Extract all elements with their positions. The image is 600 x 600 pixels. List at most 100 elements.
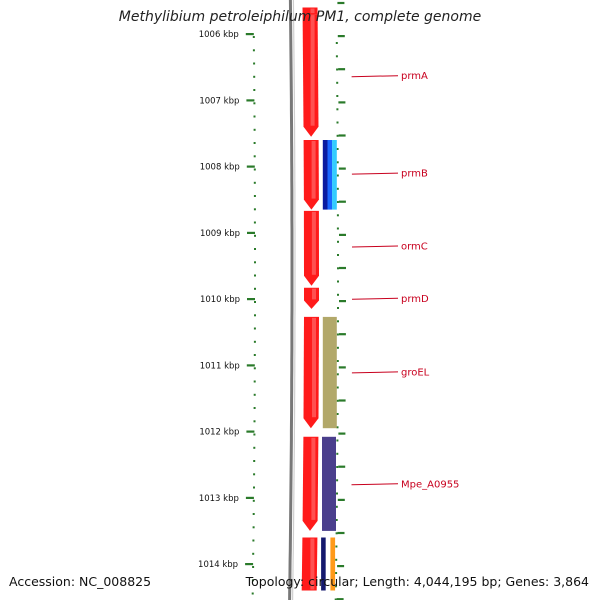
- gene-highlight: [311, 437, 316, 520]
- scale-dot: [252, 36, 255, 38]
- scale-dot: [253, 75, 256, 78]
- scale-dot: [335, 558, 338, 561]
- scale-dot: [253, 407, 256, 409]
- cog-block: [322, 316, 337, 429]
- gene-label: prmB: [401, 169, 428, 180]
- scale-dot: [336, 174, 339, 177]
- scale-dot: [335, 572, 338, 574]
- tick-labels: 1006 kbp 1007 kbp 1008 kbp 1009 kbp 1010 kbp…: [198, 30, 240, 570]
- scale-dot: [251, 579, 254, 582]
- minor-tick: [338, 333, 346, 336]
- right-dotted-scale: [334, 42, 339, 600]
- scale-dot: [254, 234, 256, 237]
- gene-prmA: [302, 14, 319, 137]
- scale-dot: [253, 89, 256, 91]
- scale-dot: [252, 552, 255, 555]
- minor-tick: [337, 1, 345, 5]
- scale-dot: [254, 314, 256, 317]
- tick-label: 1014 kbp: [198, 560, 238, 570]
- scale-dot: [336, 479, 339, 482]
- tick-label: 1007 kbp: [199, 96, 239, 106]
- scale-dot: [335, 42, 338, 44]
- cog-block: [322, 140, 328, 210]
- major-tick: [245, 33, 254, 36]
- scale-dot: [253, 340, 256, 343]
- scale-dot: [336, 399, 339, 402]
- scale-dot: [252, 526, 255, 529]
- scale-dot: [253, 473, 256, 476]
- scale-dot: [335, 532, 338, 535]
- scale-dot: [253, 367, 256, 370]
- scale-dot: [336, 81, 339, 84]
- scale-dot: [337, 293, 339, 296]
- tick-label: 1010 kbp: [200, 295, 240, 305]
- scale-dot: [336, 413, 339, 415]
- gene-label: prmA: [401, 71, 428, 82]
- scale-dot: [253, 380, 256, 383]
- scale-dot: [335, 505, 338, 508]
- scale-dot: [254, 287, 256, 290]
- backbone-inner: [292, 0, 296, 600]
- scale-dot: [337, 240, 339, 243]
- scale-dot: [336, 452, 339, 455]
- minor-tick: [339, 266, 346, 270]
- scale-dot: [253, 142, 256, 144]
- major-tick: [246, 430, 255, 433]
- scale-dot: [253, 115, 256, 118]
- cog-block: [325, 537, 331, 591]
- gene-label: prmD: [401, 294, 429, 305]
- tick-label: 1008 kbp: [200, 163, 240, 173]
- scale-dot: [253, 221, 256, 224]
- scale-dot: [337, 280, 339, 283]
- gene-highlight: [310, 8, 315, 14]
- minor-tick: [339, 233, 346, 236]
- scale-dot: [336, 95, 339, 97]
- accession-label: Accession: NC_008825: [9, 574, 152, 589]
- scale-dot: [253, 486, 255, 489]
- backbone-outer: [288, 0, 294, 600]
- tick-marks: [245, 1, 346, 600]
- major-tick: [247, 231, 255, 234]
- left-dotted-scale: [251, 36, 256, 595]
- gene-label: ormC: [401, 242, 428, 253]
- scale-dot: [336, 439, 339, 442]
- minor-tick: [338, 465, 346, 468]
- minor-tick: [337, 565, 345, 568]
- scale-dot: [334, 585, 337, 588]
- minor-tick: [338, 134, 346, 137]
- scale-dot: [337, 254, 339, 256]
- scale-dot: [253, 460, 256, 462]
- cog-block: [322, 436, 336, 531]
- scale-dot: [253, 393, 256, 396]
- minor-tick: [339, 300, 346, 303]
- gene-ormC: [303, 210, 319, 286]
- minor-tick: [337, 531, 345, 535]
- scale-dot: [253, 446, 256, 449]
- gene-highlight: [310, 15, 315, 126]
- major-tick: [246, 165, 255, 168]
- scale-dot: [252, 539, 255, 542]
- scale-dot: [252, 49, 255, 52]
- scale-dot: [253, 62, 256, 65]
- scale-dot: [336, 121, 339, 124]
- gene-highlight: [310, 538, 315, 590]
- minor-tick: [337, 498, 345, 501]
- tick-label: 1006 kbp: [199, 30, 239, 40]
- scale-dot: [336, 227, 339, 230]
- scale-dot: [335, 545, 338, 548]
- minor-tick: [337, 35, 345, 38]
- gene-groEL: [303, 316, 319, 429]
- scale-dot: [336, 108, 339, 111]
- cog-block: [332, 140, 337, 210]
- scale-dot: [251, 592, 254, 595]
- scale-dot: [336, 214, 339, 217]
- gene-label: groEL: [401, 367, 430, 378]
- scale-dot: [334, 598, 337, 600]
- scale-dot: [337, 307, 339, 309]
- gene-prmB: [303, 140, 319, 210]
- scale-dot: [253, 354, 256, 356]
- scale-dot: [335, 55, 338, 58]
- scale-dot: [336, 148, 339, 150]
- minor-tick: [338, 68, 346, 71]
- scale-dot: [335, 519, 338, 521]
